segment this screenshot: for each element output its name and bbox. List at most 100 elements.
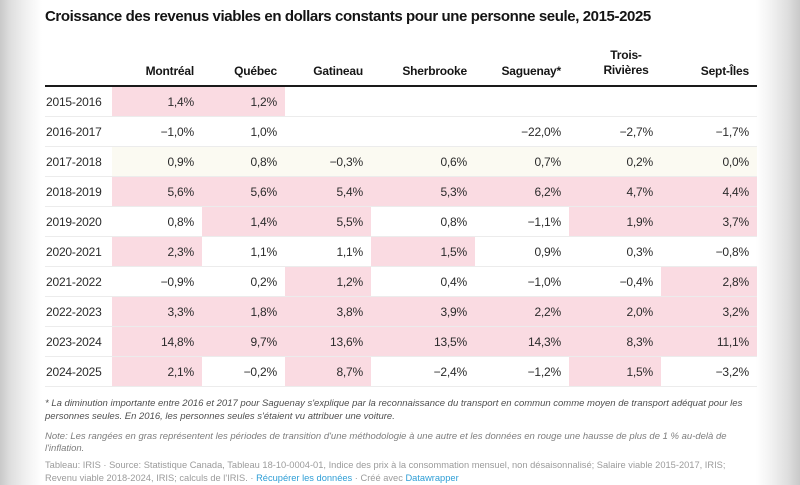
value-cell-montreal: 0,9% (112, 146, 202, 177)
value-cell-sept-iles: 0,0% (661, 146, 757, 177)
source-line: Tableau: IRIS · Source: Statistique Cana… (45, 459, 757, 485)
value-cell-sherbrooke: 5,3% (371, 176, 475, 207)
table-row-2015-2016: 2015-2016 1,4% 1,2% (45, 86, 757, 117)
value-cell-quebec: 9,7% (202, 326, 285, 357)
datawrapper-table-card: Croissance des revenus viables en dollar… (45, 0, 757, 485)
value-cell-montreal: 5,6% (112, 176, 202, 207)
value-cell-trois-rivieres: 8,3% (569, 326, 661, 357)
value-cell-quebec: 1,0% (202, 116, 285, 147)
value-cell-sept-iles: 2,8% (661, 266, 757, 297)
value-cell-quebec: 0,2% (202, 266, 285, 297)
value-cell-sherbrooke: 13,5% (371, 326, 475, 357)
value-cell-quebec: 0,8% (202, 146, 285, 177)
column-header-sherbrooke: Sherbrooke (371, 26, 475, 87)
value-cell-saguenay: −1,1% (475, 206, 569, 237)
value-cell-trois-rivieres: 0,3% (569, 236, 661, 267)
datawrapper-link[interactable]: Datawrapper (405, 473, 459, 484)
table-row-2018-2019: 2018-2019 5,6% 5,6% 5,4% 5,3% 6,2% 4,7% 4,4% (45, 176, 757, 207)
value-cell-quebec: −0,2% (202, 356, 285, 387)
value-cell-sherbrooke: 1,5% (371, 236, 475, 267)
table-row-2023-2024: 2023-2024 14,8% 9,7% 13,6% 13,5% 14,3% 8,3% 11,… (45, 326, 757, 357)
value-cell-quebec: 1,2% (202, 86, 285, 117)
value-cell-sherbrooke: 0,4% (371, 266, 475, 297)
value-cell-gatineau (285, 86, 371, 117)
table-row-2021-2022: 2021-2022 −0,9% 0,2% 1,2% 0,4% −1,0% −0,4% 2,8% (45, 266, 757, 297)
value-cell-sherbrooke: 3,9% (371, 296, 475, 327)
value-cell-saguenay: −1,0% (475, 266, 569, 297)
value-cell-gatineau: 1,1% (285, 236, 371, 267)
value-cell-sept-iles (661, 86, 757, 117)
value-cell-trois-rivieres: 4,7% (569, 176, 661, 207)
value-cell-sept-iles: 3,2% (661, 296, 757, 327)
value-cell-saguenay: −1,2% (475, 356, 569, 387)
table-header: Montréal Québec Gatineau Sherbrooke Saguenay… (45, 26, 757, 87)
data-table: Montréal Québec Gatineau Sherbrooke Saguenay… (45, 26, 757, 387)
value-cell-trois-rivieres: 0,2% (569, 146, 661, 177)
value-cell-montreal: 1,4% (112, 86, 202, 117)
value-cell-sherbrooke (371, 86, 475, 117)
value-cell-sherbrooke: 0,8% (371, 206, 475, 237)
row-label: 2023-2024 (45, 326, 112, 357)
column-header-saguenay: Saguenay* (475, 26, 569, 87)
value-cell-sept-iles: 11,1% (661, 326, 757, 357)
value-cell-montreal: 2,1% (112, 356, 202, 387)
table-row-2024-2025: 2024-2025 2,1% −0,2% 8,7% −2,4% −1,2% 1,5% −3,2… (45, 356, 757, 387)
value-cell-trois-rivieres (569, 86, 661, 117)
get-data-link[interactable]: Récupérer les données (256, 473, 353, 484)
table-row-2020-2021: 2020-2021 2,3% 1,1% 1,1% 1,5% 0,9% 0,3% −0,8% (45, 236, 757, 267)
value-cell-saguenay: 0,9% (475, 236, 569, 267)
row-label: 2016-2017 (45, 116, 112, 147)
value-cell-saguenay: 0,7% (475, 146, 569, 177)
row-label: 2020-2021 (45, 236, 112, 267)
row-label: 2022-2023 (45, 296, 112, 327)
methodology-note: Note: Les rangées en gras représentent l… (45, 430, 727, 455)
row-label: 2021-2022 (45, 266, 112, 297)
value-cell-gatineau: 13,6% (285, 326, 371, 357)
row-label: 2024-2025 (45, 356, 112, 387)
value-cell-sept-iles: −1,7% (661, 116, 757, 147)
value-cell-trois-rivieres: −0,4% (569, 266, 661, 297)
value-cell-trois-rivieres: 1,9% (569, 206, 661, 237)
value-cell-gatineau: 8,7% (285, 356, 371, 387)
column-header-sept-iles: Sept-Îles (661, 26, 757, 87)
value-cell-sherbrooke: −2,4% (371, 356, 475, 387)
value-cell-montreal: 14,8% (112, 326, 202, 357)
value-cell-trois-rivieres: 1,5% (569, 356, 661, 387)
value-cell-sept-iles: 3,7% (661, 206, 757, 237)
table-row-2022-2023: 2022-2023 3,3% 1,8% 3,8% 3,9% 2,2% 2,0% 3,2% (45, 296, 757, 327)
value-cell-montreal: 3,3% (112, 296, 202, 327)
value-cell-gatineau: 5,4% (285, 176, 371, 207)
value-cell-montreal: 2,3% (112, 236, 202, 267)
value-cell-saguenay: 6,2% (475, 176, 569, 207)
value-cell-montreal: 0,8% (112, 206, 202, 237)
value-cell-gatineau: 1,2% (285, 266, 371, 297)
value-cell-montreal: −1,0% (112, 116, 202, 147)
created-with-text: · Créé avec (352, 473, 406, 484)
value-cell-trois-rivieres: 2,0% (569, 296, 661, 327)
row-header-spacer (45, 26, 112, 87)
column-header-trois-rivieres: Trois-Rivières (569, 26, 661, 87)
column-header-gatineau: Gatineau (285, 26, 371, 87)
row-label: 2015-2016 (45, 86, 112, 117)
column-header-quebec: Québec (202, 26, 285, 87)
value-cell-gatineau: −0,3% (285, 146, 371, 177)
value-cell-sept-iles: −3,2% (661, 356, 757, 387)
row-label: 2019-2020 (45, 206, 112, 237)
row-label: 2018-2019 (45, 176, 112, 207)
value-cell-sept-iles: −0,8% (661, 236, 757, 267)
table-body: 2015-2016 1,4% 1,2% 2016-2017 −1,0% 1,0% −22,0… (45, 86, 757, 387)
value-cell-quebec: 1,4% (202, 206, 285, 237)
chart-title: Croissance des revenus viables en dollar… (45, 8, 651, 25)
value-cell-saguenay: 14,3% (475, 326, 569, 357)
value-cell-gatineau: 3,8% (285, 296, 371, 327)
value-cell-quebec: 1,8% (202, 296, 285, 327)
table-row-2017-2018: 2017-2018 0,9% 0,8% −0,3% 0,6% 0,7% 0,2% 0,0% (45, 146, 757, 177)
row-label: 2017-2018 (45, 146, 112, 177)
value-cell-quebec: 1,1% (202, 236, 285, 267)
value-cell-montreal: −0,9% (112, 266, 202, 297)
value-cell-sherbrooke (371, 116, 475, 147)
table-row-2016-2017: 2016-2017 −1,0% 1,0% −22,0% −2,7% −1,7% (45, 116, 757, 147)
value-cell-sherbrooke: 0,6% (371, 146, 475, 177)
value-cell-trois-rivieres: −2,7% (569, 116, 661, 147)
table-row-2019-2020: 2019-2020 0,8% 1,4% 5,5% 0,8% −1,1% 1,9% 3,7% (45, 206, 757, 237)
